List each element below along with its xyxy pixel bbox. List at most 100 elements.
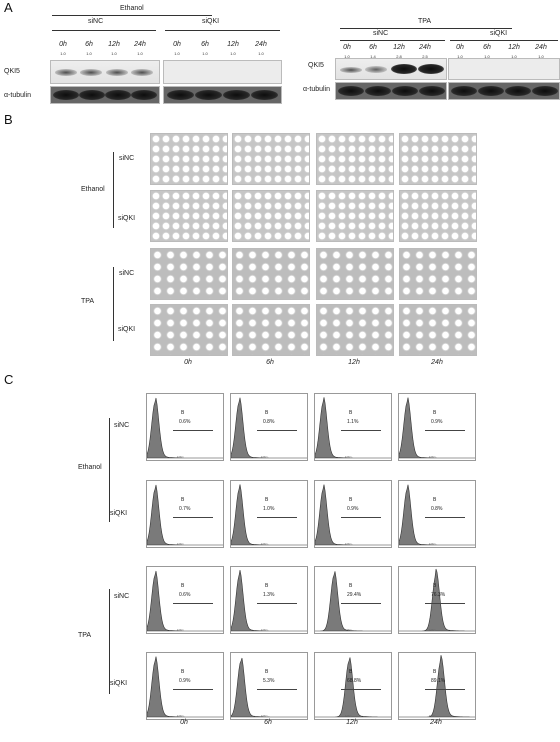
flow-histogram: B 1.3% FITC [230,566,308,634]
cell-image-tile [399,304,477,356]
ethanol-lane-time: 6h [201,41,209,48]
flow-histogram: B 0.7% FITC [146,480,224,548]
flow-histogram: B 0.9% FITC [314,480,392,548]
cell-image-tile [399,248,477,300]
gate-label: B [349,410,353,416]
histogram-peak [231,570,307,632]
histogram-plot [399,568,475,632]
tpa-lane-time: 0h [343,44,351,51]
gate-marker [341,689,381,690]
gate-label: B [433,410,437,416]
fitc-axis-label: FITC [261,714,268,718]
ethanol-siqki-bracket [165,30,280,31]
gate-percentage: 68.8% [347,678,362,684]
histogram-plot [231,657,307,718]
cell-image-tile [150,190,228,242]
tpa-lane-ratio: 1.0 [457,54,463,59]
b-ethanol-bracket [113,152,114,228]
fitc-axis-label: FITC [261,628,268,632]
c-ethanol-bracket [109,418,110,522]
tpa-lane-time: 6h [483,44,491,51]
flow-histogram: B 0.6% FITC [146,393,224,461]
gate-percentage: 29.4% [347,592,362,598]
ethanol-lane-time: 12h [108,41,120,48]
gate-percentage: 89.1% [431,678,446,684]
gate-percentage: 76.3% [431,592,446,598]
histogram-peak [147,484,223,546]
histogram-peak [231,657,307,718]
cell-image-tile [150,248,228,300]
ethanol-sinc-bracket [52,30,156,31]
tpa-group-bracket [340,28,512,29]
gate-percentage: 1.1% [347,419,359,425]
tpa-lane-ratio: 1.0 [484,54,490,59]
cell-image-tile [316,133,394,185]
ethanol-qki5-row-label: QKI5 [4,68,20,75]
gate-label: B [181,583,185,589]
cell-image-tile [399,190,477,242]
gate-label: B [265,583,269,589]
fitc-axis-label: FITC [345,714,352,718]
histogram-plot [315,484,391,546]
fitc-axis-label: FITC [261,455,268,459]
flow-histogram: B 1.1% FITC [314,393,392,461]
histogram-peak [399,484,475,546]
cell-image-tile [316,304,394,356]
gate-percentage: 0.7% [179,506,191,512]
gate-marker [425,517,465,518]
gate-marker [257,603,297,604]
histogram-plot [399,397,475,459]
cell-image-tile [232,248,310,300]
tpa-sinc-tubulin-blot [335,82,447,100]
histogram-plot [231,570,307,632]
ethanol-lane-ratio: 1.0 [60,51,66,56]
gate-marker [341,603,381,604]
tpa-group-label: TPA [418,18,432,25]
gate-label: B [433,497,437,503]
gate-label: B [181,669,185,675]
fitc-axis-label: FITC [177,628,184,632]
b-ethanol-siqki-label: siQKI [118,215,136,222]
tpa-lane-ratio: 2.8 [396,54,402,59]
gate-marker [341,517,381,518]
gate-label: B [181,497,185,503]
cell-image-tile [150,304,228,356]
histogram-peak [147,656,223,718]
tpa-tubulin-row-label: α-tubulin [303,86,331,93]
gate-percentage: 1.3% [263,592,275,598]
histogram-plot [147,484,223,546]
b-ethanol-sinc-label: siNC [119,155,135,162]
tpa-lane-time: 6h [369,44,377,51]
gate-percentage: 0.9% [179,678,191,684]
cell-image-tile [232,304,310,356]
gate-marker [425,689,465,690]
histogram-plot [147,397,223,459]
ethanol-siqki-qki5-blot [163,60,282,84]
ethanol-sinc-qki5-blot [50,60,160,84]
tpa-siqki-label: siQKI [490,30,508,37]
histogram-peak [399,655,475,718]
c-tpa-bracket [109,589,110,694]
gate-percentage: 1.0% [263,506,275,512]
cell-image-tile [316,248,394,300]
ethanol-siqki-label: siQKI [202,18,220,25]
fitc-axis-label: FITC [429,714,436,718]
gate-marker [257,517,297,518]
c-ethanol-label: Ethanol [78,464,102,471]
histogram-peak [147,570,223,632]
histogram-peak [147,397,223,459]
b-time-label: 6h [266,359,274,366]
ethanol-lane-ratio: 1.0 [230,51,236,56]
panel-c-letter: C [4,372,14,387]
flow-histogram: B 0.8% FITC [230,393,308,461]
tpa-sinc-qki5-blot [335,58,447,80]
gate-percentage: 0.8% [431,506,443,512]
ethanol-lane-ratio: 1.0 [137,51,143,56]
tpa-siqki-bracket [450,40,558,41]
flow-histogram: B 29.4% FITC [314,566,392,634]
tpa-lane-time: 24h [419,44,431,51]
tpa-lane-ratio: 1.0 [511,54,517,59]
b-tpa-sinc-label: siNC [119,270,135,277]
histogram-peak [315,484,391,546]
gate-marker [341,430,381,431]
